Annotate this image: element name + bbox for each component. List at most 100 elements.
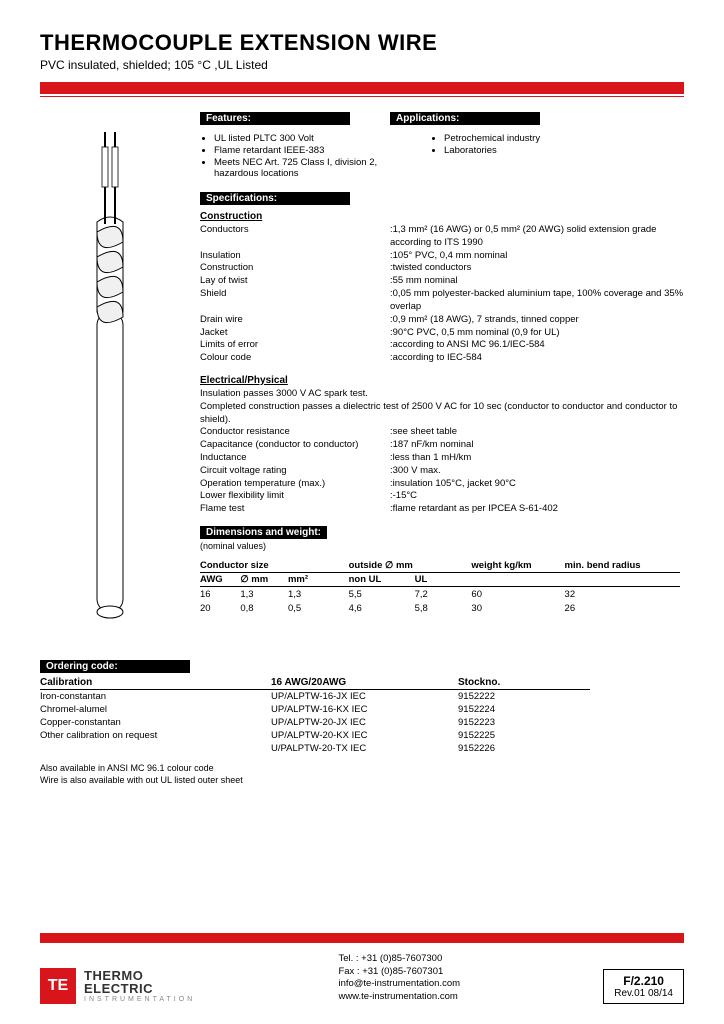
contact-web: www.te-instrumentation.com <box>338 991 460 1004</box>
spec-value: :twisted conductors <box>390 262 684 275</box>
ordering-heading: Ordering code: <box>40 660 190 673</box>
spec-value: :0,05 mm polyester-backed aluminium tape… <box>390 288 684 314</box>
company-logo: TE THERMO ELECTRIC INSTRUMENTATION <box>40 968 195 1004</box>
dimensions-heading: Dimensions and weight: <box>200 526 327 539</box>
table-row: Other calibration on requestUP/ALPTW-20-… <box>40 729 590 742</box>
spec-row: Insulation:105° PVC, 0,4 mm nominal <box>200 250 684 263</box>
col-head: weight kg/km <box>471 559 564 573</box>
col-head: 16 AWG/20AWG <box>271 677 458 690</box>
spec-key: Jacket <box>200 327 390 340</box>
spec-value: :300 V max. <box>390 465 684 478</box>
spec-row: Shield:0,05 mm polyester-backed aluminiu… <box>200 288 684 314</box>
applications-heading: Applications: <box>390 112 540 125</box>
red-bar-footer <box>40 933 684 943</box>
col-head: AWG <box>200 573 240 587</box>
logo-text: INSTRUMENTATION <box>84 996 195 1003</box>
spec-value: :90°C PVC, 0,5 mm nominal (0,9 for UL) <box>390 327 684 340</box>
dimensions-table: Conductor size outside ∅ mm weight kg/km… <box>200 559 680 615</box>
contact-fax: Fax : +31 (0)85-7607301 <box>338 966 460 979</box>
spec-key: Insulation <box>200 250 390 263</box>
spec-key: Lay of twist <box>200 275 390 288</box>
spec-key: Lower flexibility limit <box>200 490 390 503</box>
spec-row: Colour code:according to IEC-584 <box>200 352 684 365</box>
spec-value: :see sheet table <box>390 426 684 439</box>
spec-value: :187 nF/km nominal <box>390 439 684 452</box>
spec-value: :according to IEC-584 <box>390 352 684 365</box>
spec-value: :1,3 mm² (16 AWG) or 0,5 mm² (20 AWG) so… <box>390 224 684 250</box>
spec-key: Conductors <box>200 224 390 250</box>
col-head: mm² <box>288 573 325 587</box>
spec-row: Conductors:1,3 mm² (16 AWG) or 0,5 mm² (… <box>200 224 684 250</box>
construction-subhead: Construction <box>200 211 684 222</box>
logo-text: THERMO <box>84 969 195 983</box>
col-head: Stockno. <box>458 677 590 690</box>
spec-row: Lower flexibility limit:-15°C <box>200 490 684 503</box>
spec-value: :-15°C <box>390 490 684 503</box>
spec-key: Operation temperature (max.) <box>200 478 390 491</box>
spec-key: Conductor resistance <box>200 426 390 439</box>
nominal-note: (nominal values) <box>200 541 684 551</box>
list-item: UL listed PLTC 300 Volt <box>214 133 400 144</box>
spec-key: Flame test <box>200 503 390 516</box>
page-title: THERMOCOUPLE EXTENSION WIRE <box>40 30 684 56</box>
footnote: Wire is also available with out UL liste… <box>40 775 684 787</box>
spec-key: Shield <box>200 288 390 314</box>
spec-value: :less than 1 mH/km <box>390 452 684 465</box>
document-number-box: F/2.210 Rev.01 08/14 <box>603 969 684 1004</box>
electrical-subhead: Electrical/Physical <box>200 375 684 386</box>
spec-key: Drain wire <box>200 314 390 327</box>
col-head: outside ∅ mm <box>349 559 448 573</box>
col-head: Calibration <box>40 677 271 690</box>
spec-value: :105° PVC, 0,4 mm nominal <box>390 250 684 263</box>
table-row: 200,80,54,65,83026 <box>200 601 680 615</box>
spec-row: Jacket:90°C PVC, 0,5 mm nominal (0,9 for… <box>200 327 684 340</box>
spec-row: Lay of twist:55 mm nominal <box>200 275 684 288</box>
doc-number: F/2.210 <box>614 974 673 988</box>
col-head: Conductor size <box>200 559 325 573</box>
col-head: non UL <box>349 573 415 587</box>
col-head: UL <box>415 573 448 587</box>
spec-value: :according to ANSI MC 96.1/IEC-584 <box>390 339 684 352</box>
spec-key: Limits of error <box>200 339 390 352</box>
spec-row: Drain wire:0,9 mm² (18 AWG), 7 strands, … <box>200 314 684 327</box>
table-row: Chromel-alumelUP/ALPTW-16-KX IEC9152224 <box>40 703 590 716</box>
specifications-heading: Specifications: <box>200 192 350 205</box>
spec-row: Construction:twisted conductors <box>200 262 684 275</box>
spec-row: Limits of error:according to ANSI MC 96.… <box>200 339 684 352</box>
spec-row: Conductor resistance:see sheet table <box>200 426 684 439</box>
spec-key: Circuit voltage rating <box>200 465 390 478</box>
spec-key: Construction <box>200 262 390 275</box>
contact-tel: Tel. : +31 (0)85-7607300 <box>338 953 460 966</box>
list-item: Meets NEC Art. 725 Class I, division 2, … <box>214 157 400 179</box>
list-item: Flame retardant IEEE-383 <box>214 145 400 156</box>
spec-value: :flame retardant as per IPCEA S-61-402 <box>390 503 684 516</box>
spec-key: Inductance <box>200 452 390 465</box>
spec-note: Insulation passes 3000 V AC spark test. <box>200 388 684 401</box>
logo-mark: TE <box>40 968 76 1004</box>
spec-row: Inductance:less than 1 mH/km <box>200 452 684 465</box>
spec-row: Circuit voltage rating:300 V max. <box>200 465 684 478</box>
page-footer: TE THERMO ELECTRIC INSTRUMENTATION Tel. … <box>40 921 684 1004</box>
spec-key: Colour code <box>200 352 390 365</box>
applications-list: Petrochemical industry Laboratories <box>430 133 540 180</box>
page-subtitle: PVC insulated, shielded; 105 °C ,UL List… <box>40 58 684 72</box>
wire-illustration <box>40 112 180 632</box>
table-row: Copper-constantanUP/ALPTW-20-JX IEC91522… <box>40 716 590 729</box>
spec-value: :0,9 mm² (18 AWG), 7 strands, tinned cop… <box>390 314 684 327</box>
spec-value: :55 mm nominal <box>390 275 684 288</box>
contact-email: info@te-instrumentation.com <box>338 978 460 991</box>
table-row: U/PALPTW-20-TX IEC9152226 <box>40 742 590 755</box>
list-item: Petrochemical industry <box>444 133 540 144</box>
spec-note: Completed construction passes a dielectr… <box>200 401 684 427</box>
contact-info: Tel. : +31 (0)85-7607300 Fax : +31 (0)85… <box>338 953 460 1004</box>
list-item: Laboratories <box>444 145 540 156</box>
ordering-table: Calibration 16 AWG/20AWG Stockno. Iron-c… <box>40 677 590 755</box>
spec-row: Operation temperature (max.):insulation … <box>200 478 684 491</box>
spec-row: Capacitance (conductor to conductor):187… <box>200 439 684 452</box>
spec-key: Capacitance (conductor to conductor) <box>200 439 390 452</box>
footnote: Also available in ANSI MC 96.1 colour co… <box>40 763 684 775</box>
doc-revision: Rev.01 08/14 <box>614 988 673 999</box>
spec-value: :insulation 105°C, jacket 90°C <box>390 478 684 491</box>
col-head: ∅ mm <box>240 573 288 587</box>
red-bar <box>40 82 684 94</box>
